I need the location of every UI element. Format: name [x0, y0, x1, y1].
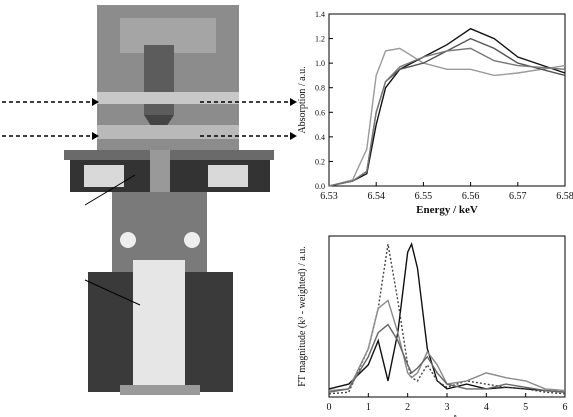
- y-tick-label: 1.0: [315, 59, 325, 68]
- series-line: [328, 47, 566, 187]
- x-axis-label: R / Å: [435, 415, 460, 417]
- y-tick-label: 0.2: [315, 157, 325, 166]
- series-line: [328, 242, 566, 393]
- x-tick-label: 6.55: [415, 191, 433, 202]
- x-tick-label: 6.54: [367, 191, 385, 202]
- x-tick-label: 0: [327, 402, 332, 413]
- x-tick-label: 6.58: [556, 191, 573, 202]
- x-tick-label: 4: [484, 402, 489, 413]
- x-tick-label: 1: [366, 402, 371, 413]
- x-axis-label: Energy / keV: [416, 204, 478, 216]
- series-line: [328, 47, 566, 187]
- y-tick-label: 0.8: [315, 84, 325, 93]
- series-line: [328, 243, 566, 395]
- y-axis-label: Absorption / a.u.: [297, 66, 308, 133]
- x-tick-label: 6: [563, 402, 568, 413]
- plot-frame: [328, 13, 566, 187]
- series-line: [328, 27, 566, 187]
- x-tick-label: 3: [445, 402, 450, 413]
- y-tick-label: 0.4: [315, 133, 325, 142]
- cell-diagram: [2, 5, 297, 395]
- series-line: [328, 323, 566, 393]
- y-axis-label: FT magnitude (k³ - weighted) / a.u.: [297, 246, 308, 387]
- x-tick-label: 6.56: [462, 191, 480, 202]
- x-tick-label: 5: [523, 402, 528, 413]
- x-tick-label: 6.53: [320, 191, 338, 202]
- y-tick-label: 0.6: [315, 108, 325, 117]
- series-line: [328, 299, 566, 392]
- x-tick-label: 2: [405, 402, 410, 413]
- y-tick-label: 0.0: [315, 182, 325, 191]
- x-tick-label: 6.57: [509, 191, 527, 202]
- y-tick-label: 1.2: [315, 35, 325, 44]
- y-tick-label: 1.4: [315, 10, 325, 19]
- plot-frame: [328, 235, 566, 398]
